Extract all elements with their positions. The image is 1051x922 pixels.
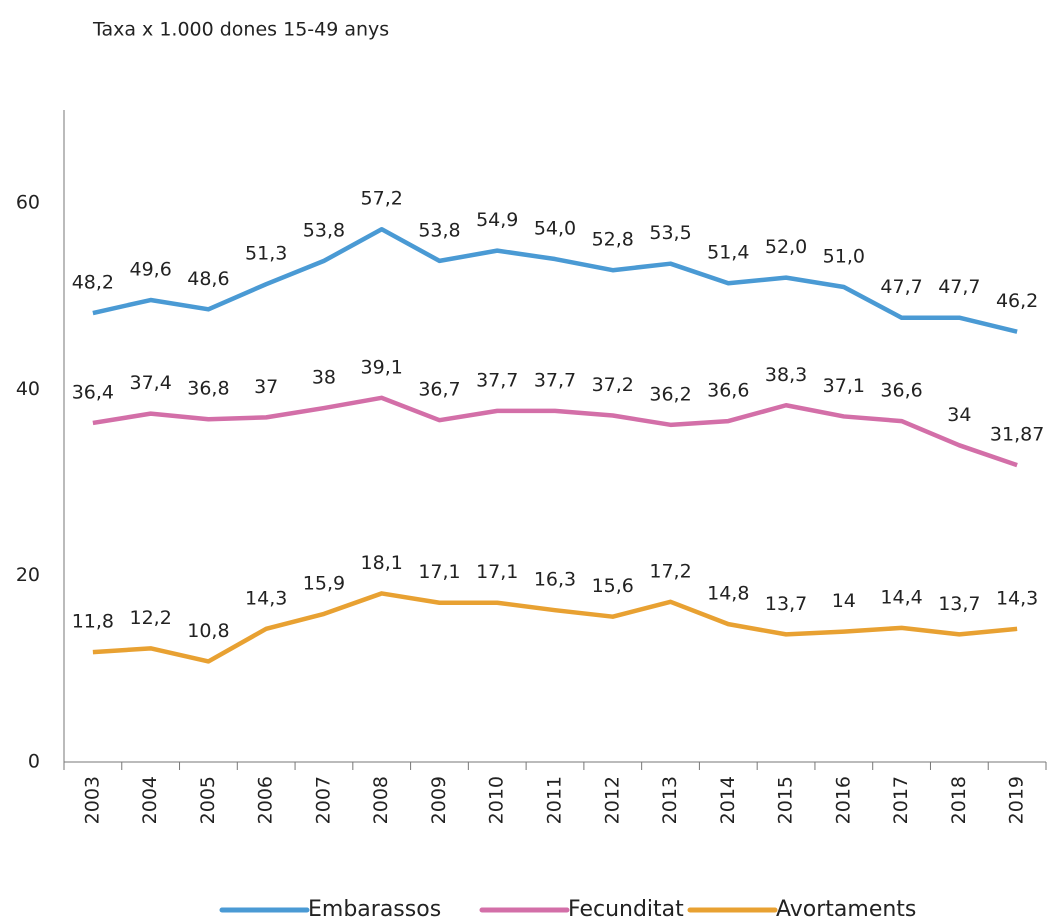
data-label: 47,7 [938,276,980,298]
x-tick-label: 2015 [775,776,797,824]
chart-title: Taxa x 1.000 dones 15-49 anys [92,19,389,41]
x-tick-label: 2018 [948,776,970,824]
x-tick-label: 2019 [1006,776,1028,824]
x-tick-label: 2007 [312,776,334,824]
data-label: 36,4 [72,381,114,403]
data-label: 54,0 [534,218,576,240]
data-label: 51,0 [823,245,865,267]
data-label: 52,8 [592,229,634,251]
x-tick-label: 2004 [139,776,161,824]
series-line [92,395,1018,468]
legend-label: Embarassos [308,897,441,922]
data-label: 13,7 [765,593,807,615]
data-label: 17,1 [476,561,518,583]
data-label: 49,6 [129,259,171,281]
data-label: 48,6 [187,268,229,290]
x-tick-label: 2012 [601,776,623,824]
data-label: 38,3 [765,364,807,386]
legend-label: Fecunditat [568,897,684,922]
data-label: 18,1 [361,552,403,574]
data-label: 16,3 [534,569,576,591]
y-tick-label: 40 [16,378,40,400]
data-label: 12,2 [129,607,171,629]
data-label: 10,8 [187,620,229,642]
x-tick-label: 2005 [197,776,219,824]
data-label: 36,6 [707,380,749,402]
data-label: 13,7 [938,593,980,615]
data-label: 52,0 [765,236,807,258]
data-label: 15,6 [592,575,634,597]
data-label: 14,8 [707,583,749,605]
y-tick-label: 60 [16,192,40,214]
y-tick-label: 0 [28,751,40,773]
data-label: 54,9 [476,209,518,231]
data-label: 17,2 [649,560,691,582]
x-tick-label: 2009 [428,776,450,824]
series-line [92,226,1018,334]
data-label: 37,7 [534,369,576,391]
data-label: 53,5 [649,222,691,244]
data-label: 31,87 [990,424,1044,446]
data-label: 47,7 [880,276,922,298]
data-label: 51,3 [245,243,287,265]
data-label: 37,4 [129,372,171,394]
data-label: 34 [947,404,971,426]
data-label: 39,1 [361,356,403,378]
x-tick-label: 2013 [659,776,681,824]
x-tick-label: 2011 [544,776,566,824]
data-label: 17,1 [418,561,460,583]
data-label: 14 [832,590,856,612]
x-tick-label: 2006 [255,776,277,824]
x-tick-label: 2010 [486,776,508,824]
data-label: 53,8 [303,219,345,241]
x-tick-label: 2003 [81,776,103,824]
x-tick-label: 2017 [890,776,912,824]
data-label: 46,2 [996,290,1038,312]
data-label: 38 [312,367,336,389]
x-tick-label: 2016 [832,776,854,824]
y-tick-label: 20 [16,564,40,586]
data-label: 48,2 [72,272,114,294]
data-label: 37,1 [823,375,865,397]
data-label: 37,7 [476,369,518,391]
data-label: 57,2 [361,188,403,210]
legend-label: Avortaments [776,897,916,922]
data-label: 14,3 [996,587,1038,609]
data-label: 11,8 [72,611,114,633]
x-tick-label: 2008 [370,776,392,824]
data-label: 15,9 [303,572,345,594]
data-label: 36,7 [418,379,460,401]
data-label: 14,3 [245,587,287,609]
data-label: 14,4 [880,586,922,608]
data-label: 37 [254,376,278,398]
data-label: 36,2 [649,383,691,405]
series-line [92,591,1018,664]
x-tick-label: 2014 [717,776,739,824]
data-label: 36,8 [187,378,229,400]
data-label: 51,4 [707,242,749,264]
data-label: 36,6 [880,380,922,402]
data-label: 53,8 [418,219,460,241]
data-label: 37,2 [592,374,634,396]
